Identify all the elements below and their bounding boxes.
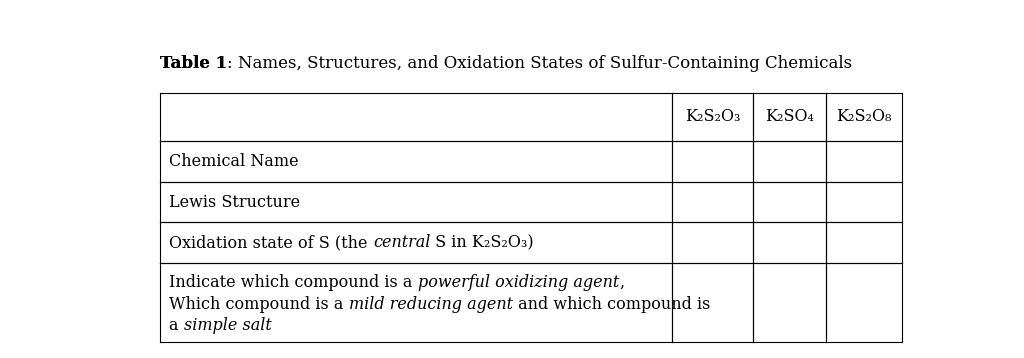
Text: simple salt: simple salt [184,317,271,334]
Text: a: a [169,317,184,334]
Text: powerful oxidizing agent: powerful oxidizing agent [418,274,620,291]
Text: S in K₂S₂O₃): S in K₂S₂O₃) [430,234,534,251]
Text: K₂S₂O₈: K₂S₂O₈ [836,108,891,125]
Text: mild reducing agent: mild reducing agent [349,295,513,313]
Text: Chemical Name: Chemical Name [169,153,299,170]
Text: K₂S₂O₃: K₂S₂O₃ [685,108,740,125]
Text: : Names, Structures, and Oxidation States of Sulfur-Containing Chemicals: : Names, Structures, and Oxidation State… [227,55,852,72]
Text: ,: , [620,274,625,291]
Text: Which compound is a: Which compound is a [169,295,349,313]
Text: Table 1: Table 1 [160,55,227,72]
Text: Table 1: Table 1 [160,55,227,72]
Text: Lewis Structure: Lewis Structure [169,194,300,211]
Text: Oxidation state of S (the: Oxidation state of S (the [169,234,373,251]
Text: central: central [373,234,430,251]
Text: Indicate which compound is a: Indicate which compound is a [169,274,418,291]
Text: K₂SO₄: K₂SO₄ [765,108,814,125]
Text: and which compound is: and which compound is [513,295,710,313]
